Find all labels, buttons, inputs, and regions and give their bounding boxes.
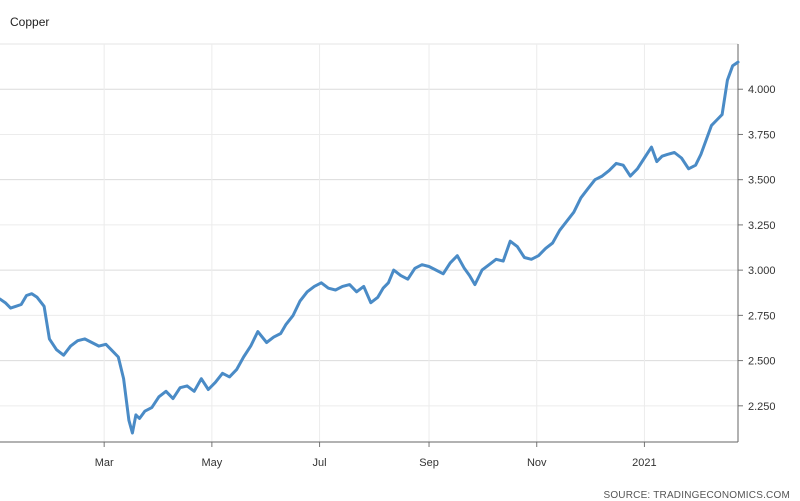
series-line	[0, 60, 740, 435]
grid-lines	[0, 43, 738, 442]
series-layer	[0, 60, 740, 435]
x-tick-label: Mar	[95, 457, 114, 469]
chart-title: Copper	[10, 15, 49, 29]
x-axis: Mar May Jul Sep Nov 2021	[0, 441, 738, 469]
y-tick-label: 2.750	[748, 310, 776, 322]
y-tick-label: 2.500	[748, 356, 776, 368]
x-tick-label: Sep	[419, 457, 439, 469]
y-tick-label: 3.250	[748, 220, 776, 232]
y-tick-label: 2.250	[748, 401, 776, 413]
y-tick-label: 3.000	[748, 265, 776, 277]
y-tick-label: 3.750	[748, 129, 776, 141]
x-tick-label: Nov	[527, 457, 547, 469]
x-tick-label: Jul	[313, 457, 327, 469]
x-tick-label: May	[201, 457, 222, 469]
x-tick-label: 2021	[632, 457, 656, 469]
y-tick-label: 3.500	[748, 175, 776, 187]
y-tick-label: 4.000	[748, 84, 776, 96]
y-axis: 2.250 2.500 2.750 3.000 3.250 3.500 3.750 4.000	[737, 44, 776, 442]
source-label: SOURCE: TRADINGECONOMICS.COM	[603, 490, 790, 501]
